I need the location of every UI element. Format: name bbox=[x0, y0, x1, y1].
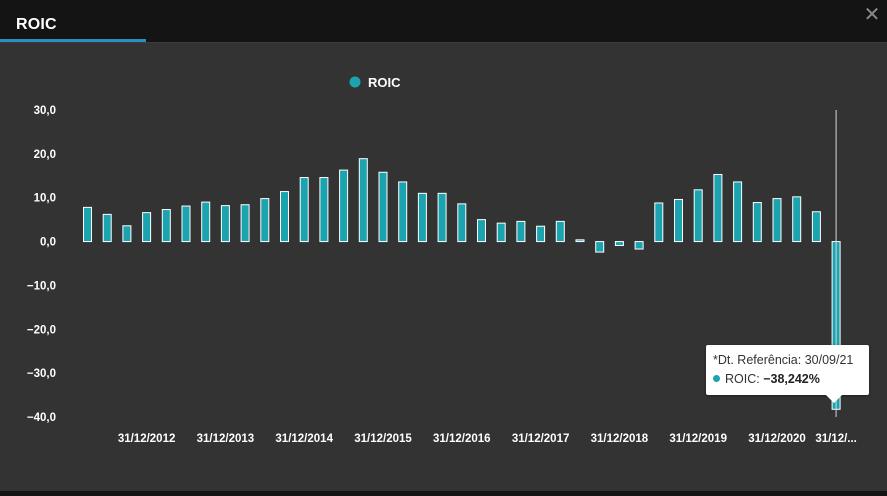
x-tick-label: 31/12/... bbox=[815, 433, 857, 445]
bar[interactable] bbox=[772, 198, 782, 243]
bar[interactable] bbox=[299, 177, 309, 243]
bar[interactable] bbox=[477, 219, 486, 243]
x-tick-label: 31/12/2012 bbox=[118, 433, 176, 445]
legend-marker bbox=[349, 76, 361, 88]
tooltip-series-dot bbox=[713, 375, 720, 382]
chart-legend[interactable]: ROIC bbox=[349, 75, 402, 90]
bar[interactable] bbox=[83, 206, 92, 243]
y-tick-label: 0,0 bbox=[40, 237, 56, 249]
tooltip-series-label: ROIC: bbox=[725, 372, 760, 386]
y-axis: 30,0 20,0 10,0 0,0 −10,0 −20,0 −30,0 −40,0 bbox=[27, 105, 56, 424]
bar[interactable] bbox=[654, 202, 664, 243]
bar[interactable] bbox=[260, 198, 270, 243]
x-axis: 31/12/2012 31/12/2013 31/12/2014 31/12/2015… bbox=[118, 433, 857, 445]
data-tooltip: *Dt. Referência: 30/09/21 ROIC: −38,242% bbox=[706, 345, 869, 403]
tooltip-row: ROIC: −38,242% bbox=[713, 372, 820, 386]
bar[interactable] bbox=[358, 158, 368, 243]
y-tick-label: 10,0 bbox=[34, 193, 56, 205]
bar[interactable] bbox=[220, 205, 230, 243]
bar[interactable] bbox=[516, 220, 526, 243]
close-icon[interactable]: ✕ bbox=[863, 2, 881, 26]
x-tick-label: 31/12/2016 bbox=[433, 433, 491, 445]
bar[interactable] bbox=[555, 220, 565, 243]
roic-bar-chart: ROIC 30,0 20,0 10,0 0,0 −10,0 −20,0 −30,0 −40,0… bbox=[27, 75, 857, 445]
bar[interactable] bbox=[398, 181, 408, 243]
x-tick-label: 31/12/2019 bbox=[669, 433, 727, 445]
window-titlebar: ROIC ✕ bbox=[0, 0, 887, 42]
x-tick-label: 31/12/2015 bbox=[354, 433, 412, 445]
bar[interactable] bbox=[693, 189, 703, 243]
x-tick-label: 31/12/2017 bbox=[512, 433, 570, 445]
x-tick-label: 31/12/2020 bbox=[748, 433, 806, 445]
bar[interactable] bbox=[733, 181, 743, 243]
bar[interactable] bbox=[811, 211, 821, 243]
legend-label-roic: ROIC bbox=[368, 75, 401, 90]
y-tick-label: 20,0 bbox=[34, 149, 56, 161]
bar[interactable] bbox=[575, 239, 585, 243]
x-tick-label: 31/12/2013 bbox=[197, 433, 255, 445]
tab-roic[interactable]: ROIC bbox=[16, 16, 57, 33]
bar[interactable] bbox=[142, 212, 152, 243]
bar[interactable] bbox=[792, 196, 802, 243]
bar[interactable] bbox=[634, 241, 644, 250]
bar[interactable] bbox=[181, 205, 191, 243]
x-tick-label: 31/12/2018 bbox=[591, 433, 649, 445]
bar[interactable] bbox=[201, 201, 211, 243]
chart-panel: ROIC 30,0 20,0 10,0 0,0 −10,0 −20,0 −30,0 −40,0… bbox=[0, 42, 887, 491]
y-tick-label: −40,0 bbox=[27, 412, 56, 424]
active-tab-indicator bbox=[0, 39, 146, 42]
bar[interactable] bbox=[161, 209, 171, 243]
bar[interactable] bbox=[280, 191, 289, 243]
bar[interactable] bbox=[102, 213, 112, 243]
y-tick-label: −20,0 bbox=[27, 324, 56, 336]
bar[interactable] bbox=[319, 177, 329, 243]
x-tick-label: 31/12/2014 bbox=[275, 433, 333, 445]
tooltip-header: *Dt. Referência: 30/09/21 bbox=[713, 353, 854, 367]
bar[interactable] bbox=[496, 222, 506, 243]
bar[interactable] bbox=[614, 241, 624, 247]
bar[interactable] bbox=[417, 192, 427, 243]
y-tick-label: −30,0 bbox=[27, 368, 56, 380]
bar[interactable] bbox=[713, 173, 723, 243]
bar[interactable] bbox=[378, 171, 388, 243]
bar[interactable] bbox=[536, 225, 546, 243]
y-tick-label: −10,0 bbox=[27, 280, 56, 292]
bar[interactable] bbox=[595, 241, 605, 253]
bar[interactable] bbox=[752, 202, 762, 243]
bar[interactable] bbox=[457, 203, 467, 243]
y-tick-label: 30,0 bbox=[34, 105, 56, 117]
bar[interactable] bbox=[674, 198, 683, 243]
bar[interactable] bbox=[437, 192, 447, 243]
tooltip-value: −38,242% bbox=[763, 372, 820, 386]
bar[interactable] bbox=[240, 204, 250, 243]
bar[interactable] bbox=[339, 169, 349, 243]
bar[interactable] bbox=[122, 225, 132, 243]
